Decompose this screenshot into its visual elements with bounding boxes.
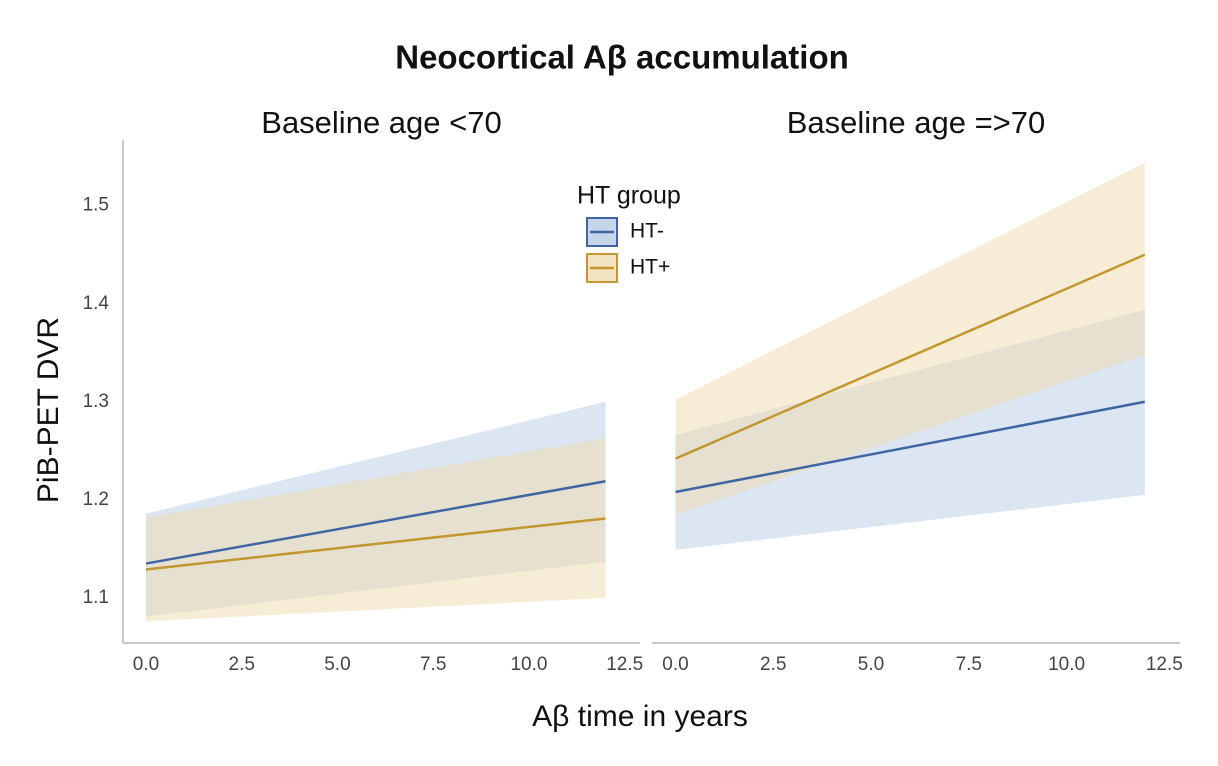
y-tick-label: 1.4	[83, 293, 110, 314]
x-tick-label: 0.0	[662, 654, 688, 675]
legend-title: HT group	[577, 182, 681, 210]
line	[675, 400, 1146, 494]
x-tick-label: 5.0	[324, 654, 350, 675]
y-tick-label: 1.5	[83, 195, 109, 216]
x-tick-label: 0.0	[133, 654, 159, 675]
confidence-band	[675, 162, 1145, 515]
x-tick-label: 2.5	[760, 654, 786, 675]
confidence-band	[145, 438, 606, 622]
panel-title: Baseline age <70	[261, 105, 501, 140]
x-tick-label: 10.0	[510, 654, 547, 675]
x-tick-label: 12.5	[1146, 654, 1183, 675]
x-tick-label: 7.5	[956, 654, 982, 675]
x-tick-label: 12.5	[606, 654, 643, 675]
y-tick-label: 1.1	[83, 587, 109, 608]
line	[145, 479, 606, 565]
x-tick-label: 10.0	[1048, 654, 1085, 675]
y-tick-label: 1.3	[83, 391, 109, 412]
x-axis-label: Aβ time in years	[532, 700, 748, 733]
x-tick-label: 5.0	[858, 654, 884, 675]
x-tick-label: 2.5	[229, 654, 255, 675]
y-axis-label: PiB-PET DVR	[32, 317, 65, 503]
line	[674, 253, 1146, 460]
panel-title: Baseline age =>70	[787, 105, 1046, 140]
y-tick-label: 1.2	[83, 489, 109, 510]
legend-label: HT-	[630, 220, 664, 243]
x-tick-label: 7.5	[420, 654, 446, 675]
chart-title: Neocortical Aβ accumulation	[395, 39, 849, 76]
line	[145, 517, 606, 571]
legend-label: HT+	[630, 256, 670, 279]
